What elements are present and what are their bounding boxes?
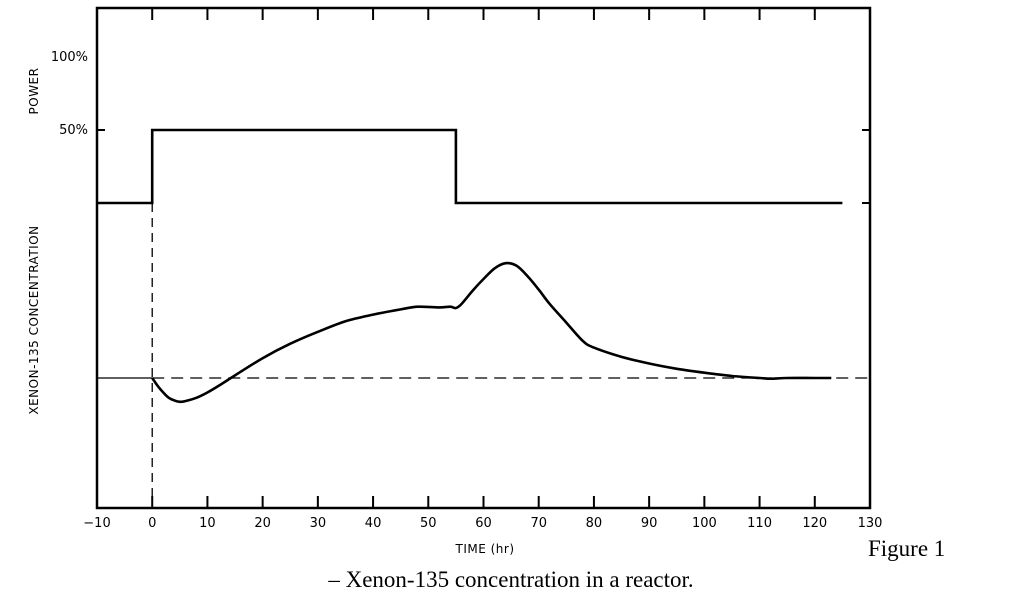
x-tick-labels: −10 0 10 20 30 40 50 60 70 80 90 100 110 120 130 bbox=[83, 516, 882, 531]
x-tick-label: 30 bbox=[310, 516, 327, 531]
x-tick-label: 120 bbox=[802, 516, 827, 531]
figure-label: Figure 1 bbox=[868, 536, 946, 561]
figure-caption: – Xenon-135 concentration in a reactor. bbox=[328, 567, 694, 592]
x-tick-label: 110 bbox=[747, 516, 772, 531]
x-tick-label: 20 bbox=[254, 516, 271, 531]
xenon-axis-label: XENON-135 CONCENTRATION bbox=[27, 225, 41, 414]
x-tick-label: 60 bbox=[475, 516, 492, 531]
power-series-line bbox=[97, 128, 843, 205]
series-group bbox=[97, 128, 870, 508]
x-tick-label: 0 bbox=[148, 516, 156, 531]
tick-group bbox=[96, 8, 871, 508]
x-tick-label: 80 bbox=[586, 516, 603, 531]
power-tick-label-50: 50% bbox=[59, 123, 88, 138]
power-axis-label: POWER bbox=[27, 68, 41, 115]
x-tick-label: 100 bbox=[692, 516, 717, 531]
x-tick-label: 90 bbox=[641, 516, 658, 531]
x-tick-label: 130 bbox=[858, 516, 883, 531]
plot-frame bbox=[95, 6, 872, 510]
xenon-series-line bbox=[151, 261, 832, 404]
x-axis-label: TIME (hr) bbox=[454, 542, 514, 556]
power-tick-labels: 100% 50% bbox=[51, 50, 88, 138]
x-tick-label: 10 bbox=[199, 516, 216, 531]
x-tick-label: 50 bbox=[420, 516, 437, 531]
power-tick-label-100: 100% bbox=[51, 50, 88, 65]
x-tick-label: −10 bbox=[83, 516, 110, 531]
x-tick-label: 40 bbox=[365, 516, 382, 531]
x-tick-label: 70 bbox=[530, 516, 547, 531]
